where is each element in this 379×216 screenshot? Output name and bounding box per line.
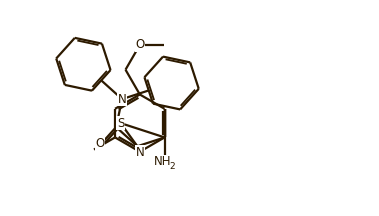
Text: O: O [95, 137, 105, 150]
Text: S: S [117, 117, 124, 130]
Text: O: O [135, 38, 144, 51]
Text: N: N [118, 93, 127, 106]
Text: NH: NH [154, 156, 171, 168]
Text: 2: 2 [169, 162, 175, 171]
Text: N: N [135, 146, 144, 159]
